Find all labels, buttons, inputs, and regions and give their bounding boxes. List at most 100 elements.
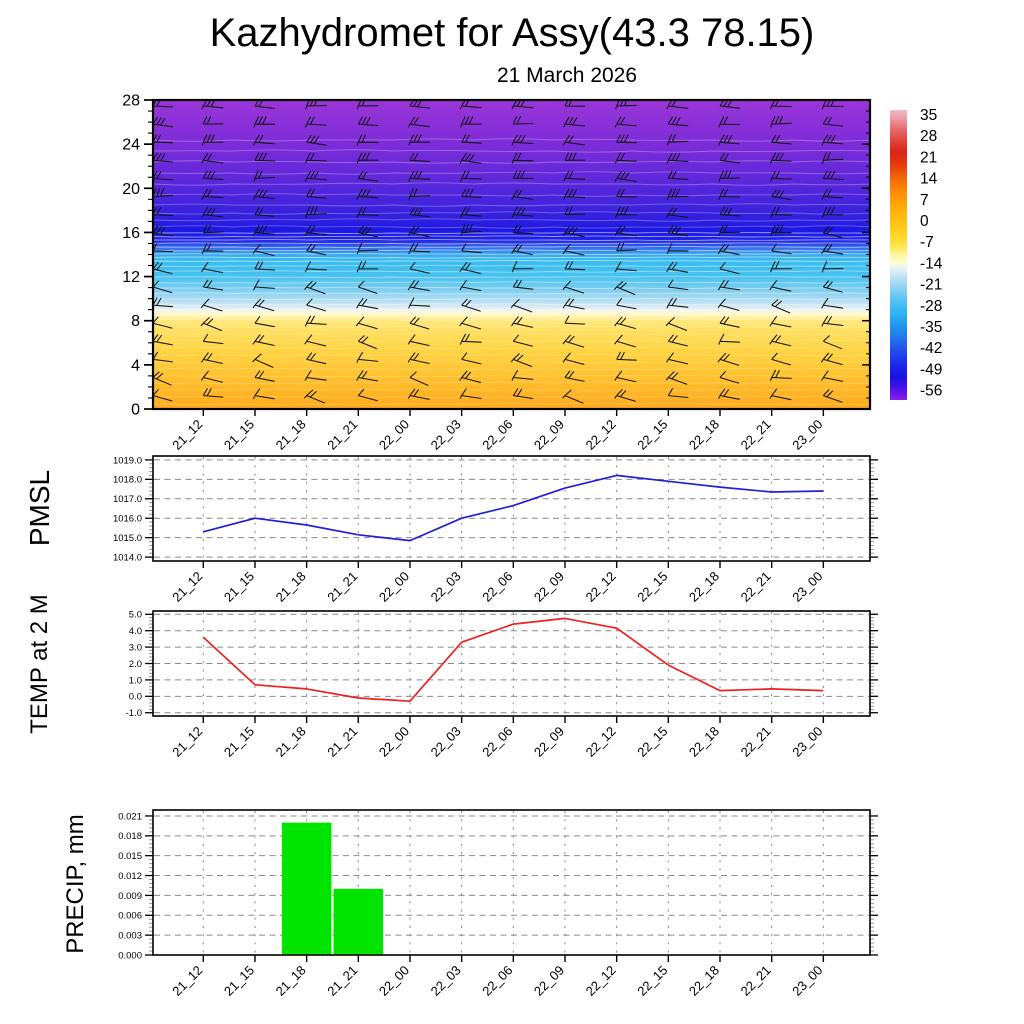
colorbar-tick-label: -49 (920, 361, 942, 378)
colorbar-tick-label: 0 (920, 213, 929, 230)
temp-2m-panel: 21_12 21_15 21_18 21_21 22_00 22_03 22_06 22_09… (126, 610, 878, 760)
x-axis: 21_12 21_15 21_18 21_21 22_00 22_03 22_06 22_09… (169, 811, 825, 999)
x-tick-label: 22_21 (738, 569, 774, 605)
colorbar-tick-label: -35 (920, 319, 942, 336)
colorbar: 35 28 21 14 7 0 -7 -14 -21 -28 -35 -42 -49 -56 (890, 107, 943, 400)
colorbar-tick-label: 35 (920, 107, 937, 124)
y-tick-label: 12 (122, 269, 140, 286)
cross-section-panel: 0 4 8 12 16 20 24 28 21_12 21_15 21_18 21_21 22_00 22… (122, 93, 872, 453)
x-tick-label: 21_21 (324, 963, 360, 999)
y-tick-label: 0.018 (118, 831, 142, 842)
y-tick-label: 1016.0 (113, 514, 142, 525)
y-tick-label: 4.0 (129, 626, 142, 637)
pmsl-line (203, 474, 824, 542)
y-tick-label: 28 (122, 93, 140, 110)
precip-bar (333, 888, 384, 955)
x-tick-label: 21_15 (221, 569, 257, 605)
y-tick-label: 0.006 (118, 911, 142, 922)
x-axis: 21_12 21_15 21_18 21_21 22_00 22_03 22_06 22_09… (169, 457, 825, 605)
y-tick-label: 0.000 (118, 950, 142, 961)
x-tick-label: 22_21 (738, 963, 774, 999)
x-tick-label: 22_00 (376, 417, 412, 453)
colorbar-tick-label: 28 (920, 128, 937, 145)
x-tick-label: 22_06 (479, 569, 515, 605)
y-tick-label: 0.009 (118, 891, 142, 902)
date-subtitle: 21 March 2026 (496, 64, 638, 87)
x-tick-label: 22_18 (686, 417, 722, 453)
colorbar-tick-label: -56 (920, 383, 942, 400)
colorbar-tick-label: -21 (920, 277, 942, 294)
y-tick-label: 0.012 (118, 871, 142, 882)
colorbar-tick-label: -14 (920, 255, 943, 272)
colorbar-tick-label: -7 (920, 234, 934, 251)
x-tick-label: 23_00 (789, 724, 825, 760)
y-tick-label: 0 (131, 402, 140, 419)
x-tick-label: 23_00 (789, 569, 825, 605)
y-tick-label: 0.003 (118, 931, 142, 942)
y-tick-label: 8 (131, 313, 140, 330)
x-tick-label: 23_00 (789, 417, 825, 453)
colorbar-tick-label: -42 (920, 340, 942, 357)
y-tick-label: 1019.0 (113, 455, 142, 466)
x-tick-label: 22_18 (686, 724, 722, 760)
x-tick-label: 22_15 (634, 569, 670, 605)
precip-bars (281, 822, 384, 955)
x-tick-label: 22_03 (428, 569, 464, 605)
y-tick-label: 24 (122, 137, 140, 154)
precip-bar (281, 822, 332, 955)
x-tick-label: 22_00 (376, 724, 412, 760)
y-tick-label: 5.0 (129, 610, 142, 621)
x-tick-label: 21_12 (169, 724, 205, 760)
x-tick-label: 22_00 (376, 569, 412, 605)
contour-lines (153, 138, 870, 406)
x-tick-label: 21_21 (324, 569, 360, 605)
y-tick-label: 0.015 (118, 851, 142, 862)
colorbar-tick-label: 14 (920, 171, 938, 188)
x-tick-label: 22_15 (634, 417, 670, 453)
x-tick-label: 22_12 (583, 724, 619, 760)
x-tick-label: 22_06 (479, 724, 515, 760)
x-tick-label: 22_18 (686, 569, 722, 605)
y-tick-label: 1015.0 (113, 533, 142, 544)
y-tick-label: 1014.0 (113, 553, 142, 564)
y-axis: 1014.0 1015.0 1016.0 1017.0 1018.0 1019.0 (113, 455, 878, 564)
x-tick-label: 22_12 (583, 417, 619, 453)
x-tick-label: 22_09 (531, 724, 567, 760)
y-tick-label: 3.0 (129, 642, 142, 653)
x-tick-label: 23_00 (789, 963, 825, 999)
x-tick-label: 21_18 (273, 569, 309, 605)
y-axis: 0 4 8 12 16 20 24 28 (122, 93, 870, 419)
precip-panel: 21_12 21_15 21_18 21_21 22_00 22_03 22_06 22_09… (118, 809, 878, 999)
panel-frame (152, 455, 871, 562)
x-tick-label: 22_00 (376, 963, 412, 999)
colorbar-tick-label: 7 (920, 192, 929, 209)
x-tick-label: 21_12 (169, 963, 205, 999)
panel-frame (152, 809, 871, 956)
x-tick-label: 22_15 (634, 724, 670, 760)
x-tick-label: 21_15 (221, 963, 257, 999)
x-tick-label: 21_18 (273, 724, 309, 760)
colorbar-tick-label: -28 (920, 298, 942, 315)
x-tick-label: 22_09 (531, 417, 567, 453)
y-tick-label: 0.021 (118, 811, 142, 822)
x-tick-label: 21_15 (221, 417, 257, 453)
colorbar-gradient (890, 110, 907, 400)
temp-2m-line (202, 617, 824, 703)
x-tick-label: 22_18 (686, 963, 722, 999)
x-tick-label: 22_03 (428, 963, 464, 999)
y-tick-label: 2.0 (129, 659, 142, 670)
x-tick-label: 22_09 (531, 963, 567, 999)
x-tick-label: 21_18 (273, 417, 309, 453)
y-axis: 0.000 0.003 0.006 0.009 0.012 0.015 0.018 0.021 (118, 811, 878, 961)
y-tick-label: 0.0 (129, 692, 142, 703)
y-tick-label: 1.0 (129, 675, 142, 686)
colorbar-tick-label: 21 (920, 149, 937, 166)
x-tick-label: 21_21 (324, 417, 360, 453)
y-tick-label: -1.0 (126, 708, 142, 719)
x-tick-label: 21_15 (221, 724, 257, 760)
x-tick-label: 21_12 (169, 417, 205, 453)
y-tick-label: 4 (131, 357, 140, 374)
y-tick-label: 16 (122, 225, 140, 242)
